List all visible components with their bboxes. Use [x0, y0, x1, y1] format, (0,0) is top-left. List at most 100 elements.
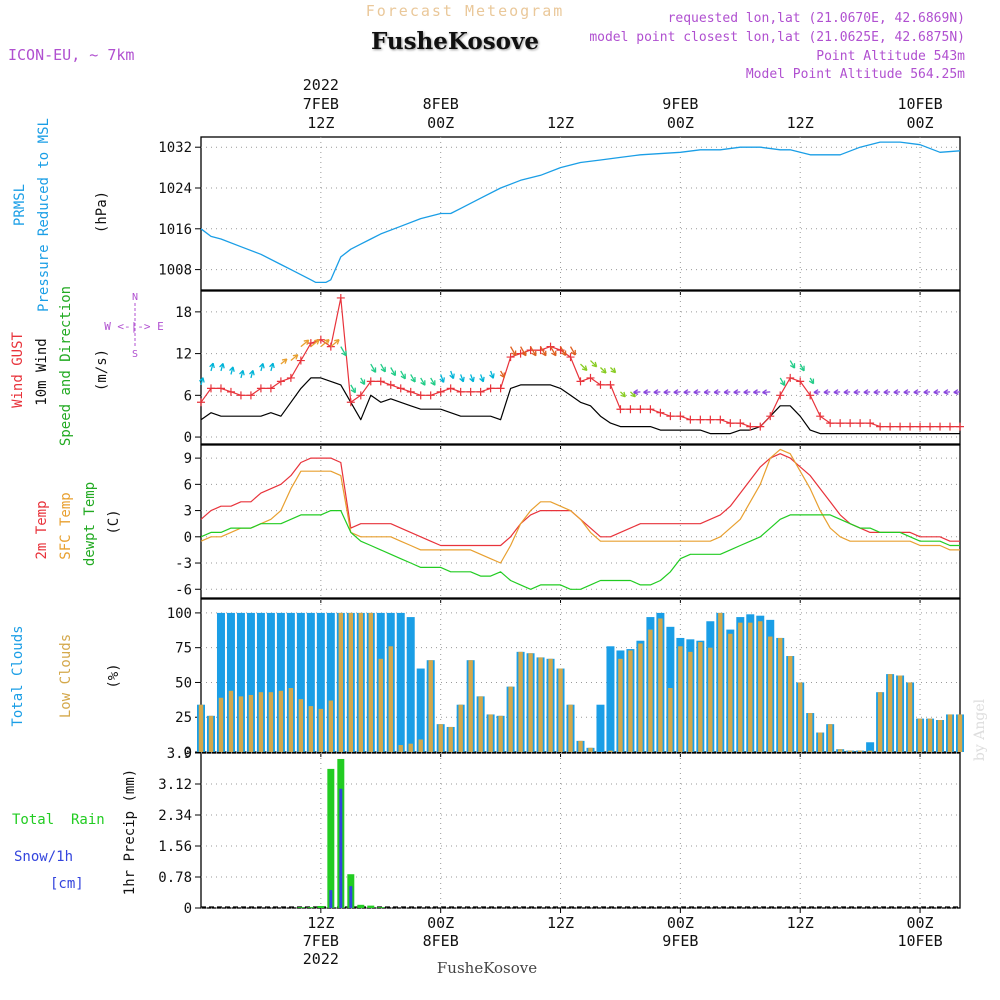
wind-direction-arrow: [469, 374, 475, 383]
low-cloud-bar: [847, 750, 853, 752]
wind-direction-arrow: [723, 389, 731, 395]
wind-arrow-head: [249, 369, 255, 376]
wind-arrow-head: [439, 377, 445, 383]
wind-gust-marker: [636, 405, 645, 414]
wind-direction-arrow: [863, 389, 871, 395]
total-cloud-bar: [266, 612, 275, 752]
precipitation-panel: 0 0.78 1.56 2.34 3.12 3.9: [158, 746, 961, 917]
wind-gust-marker: [906, 422, 915, 431]
low-cloud-bar: [708, 647, 713, 752]
wind-arrow-head: [449, 373, 455, 380]
low-cloud-bar: [758, 621, 763, 752]
low-cloud-bar: [288, 688, 294, 752]
low-cloud-bar: [897, 675, 903, 752]
wind-direction-arrow: [510, 346, 517, 357]
wind-direction-arrow: [673, 389, 681, 396]
cloud-label-2: Low Clouds: [58, 634, 74, 718]
wind-direction-arrow: [643, 389, 651, 396]
wind-direction-arrow: [813, 389, 821, 395]
wind-arrow-head: [370, 367, 377, 373]
footer-station: FusheKosove: [437, 959, 537, 977]
temperature-frame: [200, 444, 961, 599]
wind-compass: W <-|-> E: [104, 320, 164, 333]
low-cloud-bar: [798, 682, 803, 752]
snow-bar: [349, 886, 353, 908]
wind-gust-marker: [826, 419, 835, 428]
wind-direction-arrow: [610, 367, 617, 374]
wind-gust-marker: [346, 398, 355, 407]
low-cloud-bar: [268, 692, 274, 752]
low-cloud-bar: [338, 612, 344, 752]
wind-gust-marker: [566, 353, 575, 362]
low-cloud-bar: [308, 706, 314, 752]
low-cloud-bar: [238, 696, 244, 752]
low-cloud-bar: [877, 692, 883, 752]
precip-label-snow: Snow/1h: [14, 849, 73, 865]
low-cloud-bar: [368, 612, 373, 752]
low-cloud-bar: [568, 704, 573, 752]
low-cloud-bar: [378, 658, 383, 752]
wind-ytick-label: 12: [175, 347, 192, 363]
wind-direction-arrow: [663, 389, 671, 396]
wind-ytick-label: 6: [184, 388, 192, 404]
wind-arrow-head: [459, 376, 465, 383]
total-cloud-bar: [296, 612, 305, 752]
wind-gust-marker: [296, 356, 305, 365]
low-cloud-bar: [518, 651, 523, 752]
rain-bar: [377, 907, 385, 908]
low-cloud-bar: [768, 636, 773, 752]
wind-frame: [200, 290, 961, 445]
low-cloud-bar: [448, 726, 453, 752]
top-axis-label: 2022: [303, 76, 339, 94]
wind-gust-marker: [256, 384, 265, 393]
precip-label-cm: [cm]: [50, 876, 84, 892]
wind-direction-arrow: [199, 377, 205, 386]
low-cloud-bar: [438, 724, 443, 752]
low-cloud-bar: [348, 612, 353, 752]
wind-gust-marker: [666, 412, 675, 421]
wind-gust-marker: [956, 422, 964, 431]
wind-arrow-head: [199, 377, 205, 383]
temp-unit: (C): [106, 509, 122, 534]
cloud-labels: Total Clouds Low Clouds (%): [10, 625, 122, 726]
wind-direction-arrow: [943, 389, 951, 395]
wind-arrow-head: [531, 350, 537, 357]
wind-direction-arrow: [762, 389, 771, 396]
wind-gust-marker: [926, 422, 935, 431]
wind-arrow-head: [673, 389, 679, 396]
wind-arrow-head: [229, 366, 235, 372]
low-cloud-bar: [388, 646, 393, 752]
wind-direction-arrow: [833, 389, 841, 395]
pressure-label-2: Pressure Reduced to MSL: [36, 118, 52, 312]
pressure-unit: (hPa): [94, 191, 110, 233]
wind-arrow-head: [893, 389, 899, 395]
wind-direction-arrow: [808, 377, 815, 385]
wind-direction-arrow: [559, 346, 567, 357]
wind-gust-marker: [216, 384, 225, 393]
wind-direction-arrow: [549, 346, 557, 357]
wind-direction-arrow: [219, 362, 225, 372]
wind-direction-arrow: [683, 389, 691, 396]
wind-gust-marker: [236, 391, 245, 400]
wind-arrow-head: [703, 389, 709, 395]
wind-gust-marker: [596, 380, 605, 389]
wind-label-2: 10m Wind: [34, 338, 50, 405]
wind-direction-arrow: [733, 389, 741, 396]
wind-arrow-head: [762, 389, 768, 396]
wind-direction-arrow: [410, 374, 416, 383]
wind-direction-arrow: [350, 384, 356, 394]
wind-direction-arrow: [853, 389, 861, 395]
wind-gust-marker: [246, 391, 255, 400]
low-cloud-bar: [648, 629, 653, 752]
wind-arrow-head: [219, 362, 225, 369]
wind-arrow-head: [743, 389, 749, 396]
wind-gust-marker: [386, 380, 395, 389]
wind-arrow-shaft: [410, 374, 416, 383]
wind-direction-arrow: [479, 374, 485, 383]
wind-arrow-shaft: [789, 360, 796, 369]
watermark: by Angel: [972, 698, 988, 761]
wind-direction-arrow: [843, 389, 851, 395]
wind-arrow-head: [350, 387, 356, 394]
low-cloud-bar: [398, 745, 403, 752]
